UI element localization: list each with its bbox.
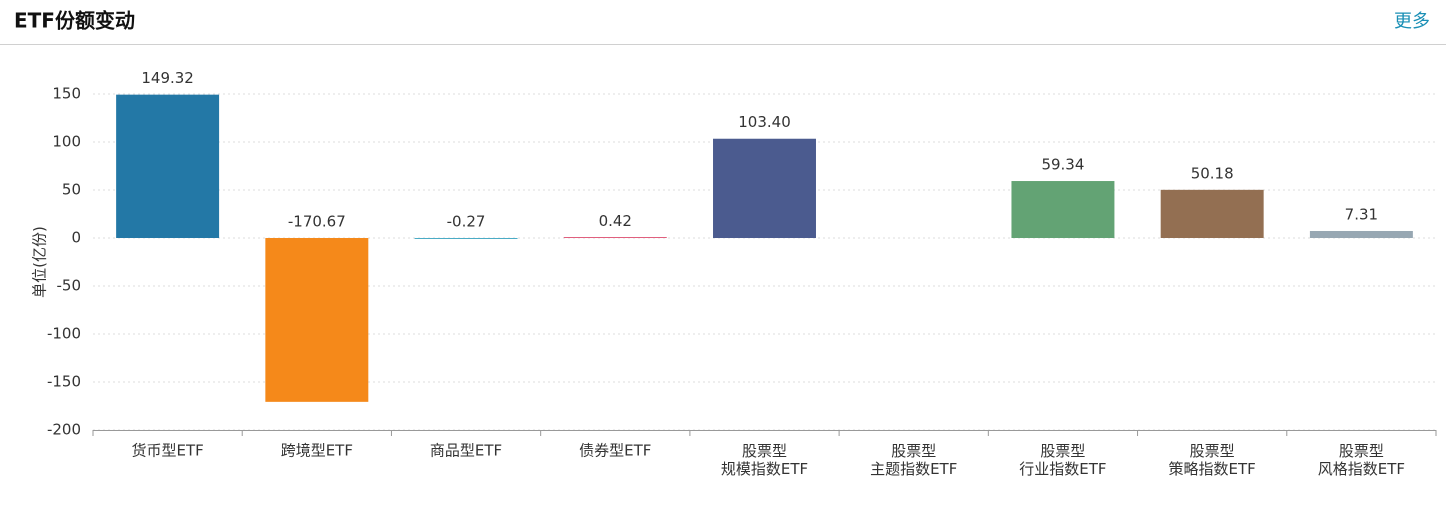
value-label: 0.42 <box>599 212 632 230</box>
y-axis-label: 单位(亿份) <box>31 226 49 298</box>
value-label: 50.18 <box>1191 164 1234 182</box>
y-tick-label: -150 <box>47 373 81 391</box>
value-label: 59.34 <box>1041 156 1084 174</box>
x-tick-label: 股票型主题指数ETF <box>870 442 957 478</box>
value-label: -170.67 <box>288 213 346 231</box>
bar <box>116 94 220 238</box>
y-tick-label: 50 <box>62 181 81 199</box>
value-label: 149.32 <box>141 69 194 87</box>
value-label: -0.27 <box>447 213 486 231</box>
bar <box>713 138 816 238</box>
x-tick-label: 股票型规模指数ETF <box>721 442 808 478</box>
bar <box>1309 230 1413 238</box>
value-label: 7.31 <box>1345 205 1378 223</box>
bar <box>414 238 518 239</box>
bar <box>1011 181 1115 238</box>
x-tick-label: 股票型风格指数ETF <box>1318 442 1405 478</box>
y-tick-label: 100 <box>52 133 81 151</box>
header-title: ETF份额变动 <box>14 9 135 33</box>
x-tick-label: 商品型ETF <box>430 442 502 460</box>
y-tick-label: -200 <box>47 421 81 439</box>
x-tick-label: 债券型ETF <box>579 442 651 460</box>
bar <box>1160 189 1264 238</box>
x-tick-label: 跨境型ETF <box>281 442 353 460</box>
x-tick-label: 货币型ETF <box>131 442 203 460</box>
more-link[interactable]: 更多 <box>1394 11 1430 32</box>
bar <box>563 237 667 238</box>
y-tick-label: 0 <box>71 229 81 247</box>
x-tick-label: 股票型策略指数ETF <box>1169 442 1256 478</box>
value-label: 103.40 <box>738 113 791 131</box>
y-tick-label: 150 <box>52 85 81 103</box>
x-tick-label: 股票型行业指数ETF <box>1019 442 1106 478</box>
y-tick-label: -50 <box>57 277 82 295</box>
y-tick-label: -100 <box>47 325 81 343</box>
bar <box>265 238 369 402</box>
